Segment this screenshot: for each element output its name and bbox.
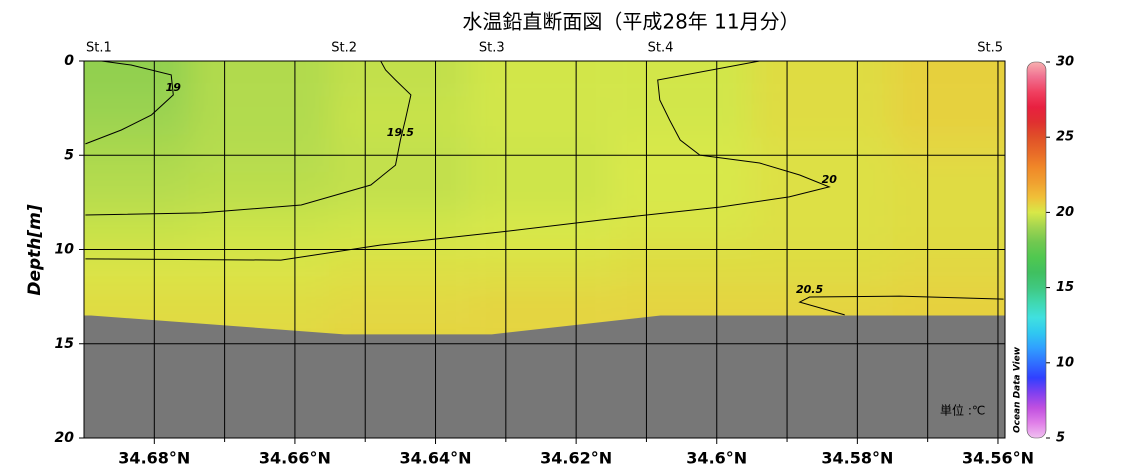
colorbar-tick-label: 5 bbox=[1056, 431, 1065, 446]
field-cell bbox=[330, 211, 471, 250]
field-cell bbox=[189, 61, 331, 99]
y-tick-label: 15 bbox=[55, 336, 75, 352]
contour-label: 20 bbox=[822, 173, 838, 186]
field-cell bbox=[611, 211, 752, 250]
contour-line bbox=[85, 61, 174, 145]
station-label: St.1 bbox=[86, 41, 112, 56]
station-label: St.5 bbox=[977, 41, 1003, 56]
contour-label: 19.5 bbox=[387, 126, 414, 139]
x-tick-label: 34.58°N bbox=[821, 449, 893, 468]
field-cell bbox=[84, 249, 190, 288]
field-cell bbox=[330, 61, 471, 99]
field-cell bbox=[84, 61, 190, 99]
field-cell bbox=[751, 174, 893, 212]
contour-label: 20.5 bbox=[796, 283, 823, 296]
colorbar-tick-label: 10 bbox=[1056, 355, 1074, 370]
field-cell bbox=[470, 211, 612, 250]
x-tick-label: 34.6°N bbox=[686, 449, 747, 468]
title-box bbox=[430, 7, 832, 37]
field-cell bbox=[189, 174, 331, 212]
field-cell bbox=[611, 98, 752, 137]
colorbar-tick-label: 20 bbox=[1056, 205, 1074, 220]
x-tick-label: 34.64°N bbox=[400, 449, 472, 468]
station-label: St.3 bbox=[479, 41, 505, 56]
field-cell bbox=[84, 98, 190, 137]
y-tick-label: 0 bbox=[64, 53, 74, 69]
colorbar-tick-label: 30 bbox=[1056, 55, 1074, 70]
chart-title: 水温鉛直断面図（平成28年 11月分） bbox=[462, 10, 799, 34]
field-cell bbox=[330, 98, 471, 137]
field-cell bbox=[892, 211, 1005, 250]
field-cell bbox=[611, 249, 752, 288]
contour-line bbox=[85, 61, 831, 261]
y-tick-label: 5 bbox=[64, 147, 74, 163]
x-tick-label: 34.62°N bbox=[540, 449, 612, 468]
field-cell bbox=[470, 249, 612, 288]
colorbar bbox=[1026, 61, 1047, 439]
y-tick-label: 20 bbox=[55, 430, 75, 446]
x-tick-label: 34.68°N bbox=[118, 449, 190, 468]
field-cell bbox=[470, 287, 612, 325]
field-cell bbox=[189, 249, 331, 288]
field-cell bbox=[751, 249, 893, 288]
overlay-layer: 19 19.5 20 20.5 bbox=[84, 61, 1005, 438]
y-axis-label: Depth[m] bbox=[25, 204, 45, 296]
field-cell bbox=[330, 174, 471, 212]
field-cell bbox=[751, 98, 893, 137]
field-cell bbox=[751, 61, 893, 99]
watermark: Ocean Data View bbox=[1013, 346, 1023, 433]
colorbar-tick-label: 15 bbox=[1056, 280, 1074, 295]
field-cell bbox=[470, 174, 612, 212]
field-cell bbox=[84, 174, 190, 212]
plot-frame bbox=[83, 60, 1006, 439]
field-cell bbox=[611, 174, 752, 212]
field-cell bbox=[470, 98, 612, 137]
x-tick-label: 34.56°N bbox=[962, 449, 1034, 468]
station-label: St.2 bbox=[331, 41, 357, 56]
field-cell bbox=[330, 287, 471, 325]
contour-line bbox=[798, 295, 1004, 316]
axes-layer: 0 5 10 15 20 34.68°N 34.66°N 34.64°N 34.62°N 34.6… bbox=[55, 41, 1075, 468]
field-cell bbox=[892, 98, 1005, 137]
unit-label: 単位 :℃ bbox=[940, 403, 985, 418]
colorbar-tick-label: 25 bbox=[1056, 130, 1074, 145]
x-tick-label: 34.66°N bbox=[259, 449, 331, 468]
seafloor bbox=[84, 315, 1005, 438]
y-tick-label: 10 bbox=[55, 242, 75, 258]
field-cell bbox=[751, 211, 893, 250]
field-cell bbox=[189, 98, 331, 137]
station-label: St.4 bbox=[648, 41, 674, 56]
contour-label: 19 bbox=[166, 81, 182, 94]
field-cell bbox=[892, 174, 1005, 212]
field-cell bbox=[892, 61, 1005, 99]
field-cell bbox=[189, 211, 331, 250]
field-cell bbox=[470, 61, 612, 99]
field-cell bbox=[892, 249, 1005, 288]
contour-line bbox=[85, 61, 412, 216]
field-cell bbox=[189, 287, 331, 325]
field-cell bbox=[84, 211, 190, 250]
field-cell bbox=[330, 249, 471, 288]
